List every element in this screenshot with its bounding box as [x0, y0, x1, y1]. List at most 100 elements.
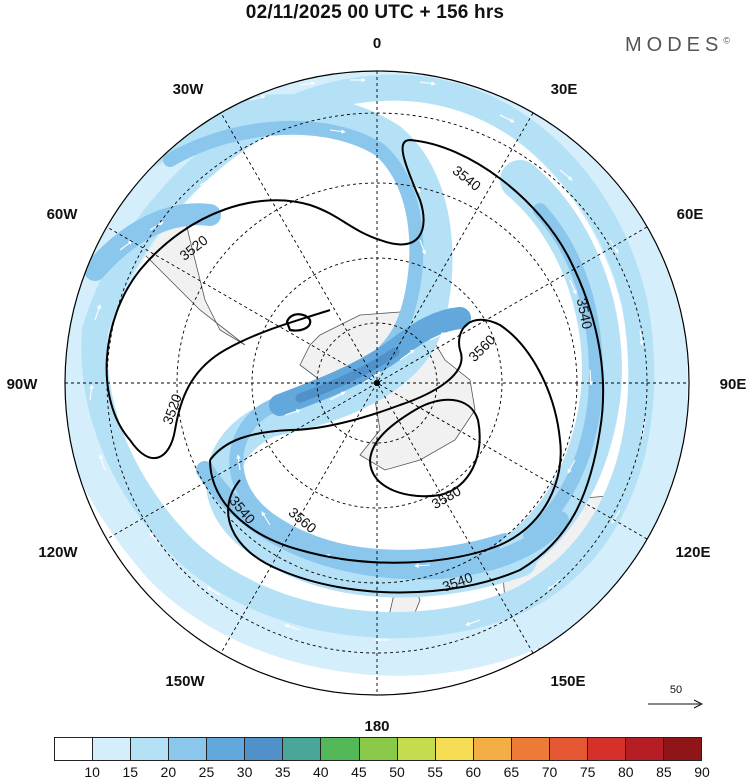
wind-arrow: [329, 129, 346, 134]
colorbar: [54, 737, 702, 761]
wind-arrow: [149, 532, 161, 546]
contour-label-3540-b: 3540: [574, 297, 596, 331]
jet-band-inner-20: [133, 94, 537, 598]
colorbar-cell: [473, 738, 512, 760]
wind-arrow: [429, 332, 446, 341]
colorbar-cell: [625, 738, 664, 760]
wind-arrow: [299, 81, 316, 86]
wind-arrow: [639, 329, 644, 346]
lon-label-180: 180: [364, 718, 389, 735]
lon-label-150w: 150W: [165, 673, 205, 690]
colorbar-cell: [321, 738, 360, 760]
wind-arrow: [284, 624, 301, 631]
contour-3540: [129, 309, 331, 460]
colorbar-cell: [55, 738, 94, 760]
colorbar-tick-label: 60: [465, 764, 482, 780]
wind-arrow: [499, 114, 515, 123]
wind-arrow: [547, 579, 561, 591]
wind-arrow: [399, 349, 415, 361]
wind-arrow: [249, 94, 266, 101]
wind-arrow: [99, 454, 106, 471]
pole-marker: [374, 380, 380, 386]
colorbar-cell: [664, 738, 702, 760]
colorbar-cell: [169, 738, 208, 760]
wind-arrow: [465, 619, 481, 626]
colorbar-cell: [587, 738, 626, 760]
colorbar-cell: [511, 738, 550, 760]
jet-band-east-25: [523, 203, 603, 542]
colorbar-cell: [131, 738, 170, 760]
wind-arrow: [149, 221, 164, 231]
wind-arrow: [261, 511, 271, 526]
wind-arrow: [236, 454, 241, 471]
jet-core-35: [295, 347, 400, 403]
brand-name: MODES: [625, 34, 724, 56]
reference-arrow-icon: [648, 699, 704, 709]
colorbar-tick-label: 80: [617, 764, 634, 780]
lon-label-30w: 30W: [173, 81, 205, 98]
wind-arrow: [364, 371, 381, 383]
wind-arrow: [199, 177, 214, 186]
wind-arrow: [206, 586, 221, 596]
meridian-30e-150w: [220, 112, 534, 654]
colorbar-tick-label: 70: [541, 764, 558, 780]
colorbar-cell: [435, 738, 474, 760]
lon-label-150e: 150E: [550, 673, 585, 690]
reference-vector-label: 50: [669, 684, 683, 696]
wind-arrow: [239, 159, 255, 166]
colorbar-cell: [549, 738, 588, 760]
colorbar-cell: [283, 738, 322, 760]
colorbar-cell: [245, 738, 284, 760]
colorbar-tick-label: 75: [579, 764, 596, 780]
colorbar-tick-label: 10: [84, 764, 100, 780]
colorbar-tick-label: 15: [122, 764, 139, 780]
brand-copyright: ©: [723, 35, 730, 46]
contour-3560: [209, 318, 562, 564]
wind-arrow: [284, 409, 301, 416]
meridian-150e-30w: [220, 112, 534, 654]
colorbar-tick-label: 40: [313, 764, 329, 780]
wind-arrow: [559, 169, 573, 181]
jet-band-south-25: [196, 461, 569, 580]
colorbar-cell: [397, 738, 436, 760]
map-title: 02/11/2025 00 UTC + 156 hrs: [245, 2, 505, 23]
wind-arrow: [611, 509, 621, 524]
map-border: [64, 70, 690, 696]
wind-arrow: [567, 459, 576, 474]
wind-arrow: [419, 239, 426, 255]
colorbar-tick-label: 45: [351, 764, 367, 780]
brand-logo: MODES©: [625, 34, 730, 57]
colorbar-tick-label: 85: [656, 764, 672, 780]
colorbar-tick-label: 30: [236, 764, 253, 780]
colorbar-tick-label: 20: [160, 764, 177, 780]
polar-map: 3520 3520 3540 3540 3540 3540 3560 3560 …: [7, 35, 747, 735]
lon-label-0: 0: [373, 35, 381, 52]
wind-arrow: [588, 369, 593, 386]
meridian-60e-120w: [106, 226, 648, 540]
reference-vector: 50: [644, 684, 708, 712]
colorbar-tick-label: 90: [694, 764, 710, 780]
lon-label-90w: 90W: [7, 376, 39, 393]
lon-label-60e: 60E: [677, 206, 704, 223]
lon-label-60w: 60W: [47, 206, 79, 223]
wind-arrow: [419, 81, 436, 86]
colorbar-cell: [207, 738, 246, 760]
wind-arrow: [569, 279, 577, 295]
jet-band-outer-15: [65, 71, 688, 676]
colorbar-tick-label: 35: [274, 764, 291, 780]
colorbar-tick-label: 50: [389, 764, 405, 780]
wind-arrow: [414, 563, 431, 568]
lon-label-120w: 120W: [38, 544, 78, 561]
colorbar-cell: [359, 738, 398, 760]
wind-arrow: [119, 240, 133, 251]
colorbar-tick-label: 25: [198, 764, 215, 780]
lon-label-90e: 90E: [720, 376, 747, 393]
wind-arrow: [94, 304, 101, 321]
longitude-labels: 0 30E 60E 90E 120E 150E 180 150W 120W 90…: [7, 35, 747, 735]
contour-closed-small: [285, 313, 312, 332]
colorbar-labels: 10 15 20 25 30 35 40 45 50 55 60 65 70 75 80 85 90: [54, 764, 709, 782]
lon-label-30e: 30E: [551, 81, 578, 98]
colorbar-cell: [93, 738, 132, 760]
wind-speed-shading: [65, 71, 688, 676]
wind-arrow: [329, 391, 346, 401]
